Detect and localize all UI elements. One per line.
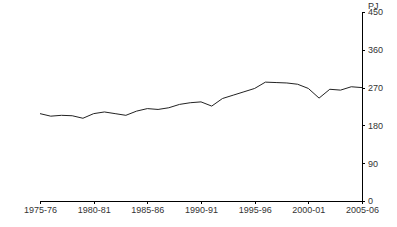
y-tick: 180 [362, 121, 383, 131]
y-tick-mark [362, 163, 365, 164]
x-tick-label: 1980-81 [78, 205, 111, 215]
y-tick-label: 270 [368, 83, 383, 93]
x-tick: 1980-81 [78, 201, 111, 215]
x-tick-label: 1985-86 [131, 205, 164, 215]
y-tick: 360 [362, 45, 383, 55]
x-tick: 2005-06 [346, 201, 379, 215]
y-tick-label: 360 [368, 45, 383, 55]
x-tick-mark [147, 201, 148, 204]
x-tick: 1995-96 [239, 201, 272, 215]
y-axis-title: PJ [368, 1, 379, 11]
x-tick: 1975-76 [24, 201, 57, 215]
line [40, 82, 362, 118]
y-tick: 90 [362, 159, 378, 169]
x-tick-mark [201, 201, 202, 204]
x-axis-line [41, 202, 363, 205]
y-tick: 270 [362, 83, 383, 93]
x-tick-mark [40, 201, 41, 204]
plot: 1975-76 1980-81 1985-86 1990-91 1995-96 2000-… [24, 7, 383, 215]
x-tick: 1990-91 [185, 201, 218, 215]
y-axis: 090180270360450 [362, 7, 383, 206]
x-tick-mark [255, 201, 256, 204]
y-axis-line [363, 13, 366, 202]
x-tick: 2000-01 [292, 201, 325, 215]
y-tick-label: 0 [368, 196, 373, 206]
x-tick-label: 1990-91 [185, 205, 218, 215]
x-tick-label: 2005-06 [346, 205, 379, 215]
y-tick: 0 [362, 196, 373, 206]
series [40, 82, 362, 118]
chart: 1975-76 1980-81 1985-86 1990-91 1995-96 2000-… [0, 0, 397, 227]
y-tick-mark [362, 88, 365, 89]
x-tick-mark [94, 201, 95, 204]
y-tick-label: 90 [368, 159, 378, 169]
y-tick-mark [362, 201, 365, 202]
x-tick-label: 1995-96 [239, 205, 272, 215]
x-tick-label: 1975-76 [24, 205, 57, 215]
x-tick-mark [308, 201, 309, 204]
y-tick-label: 180 [368, 121, 383, 131]
x-axis: 1975-76 1980-81 1985-86 1990-91 1995-96 2000-… [24, 201, 379, 215]
x-tick: 1985-86 [131, 201, 164, 215]
y-tick-mark [362, 12, 365, 13]
x-tick-label: 2000-01 [292, 205, 325, 215]
y-tick-mark [362, 125, 365, 126]
y-tick-mark [362, 50, 365, 51]
